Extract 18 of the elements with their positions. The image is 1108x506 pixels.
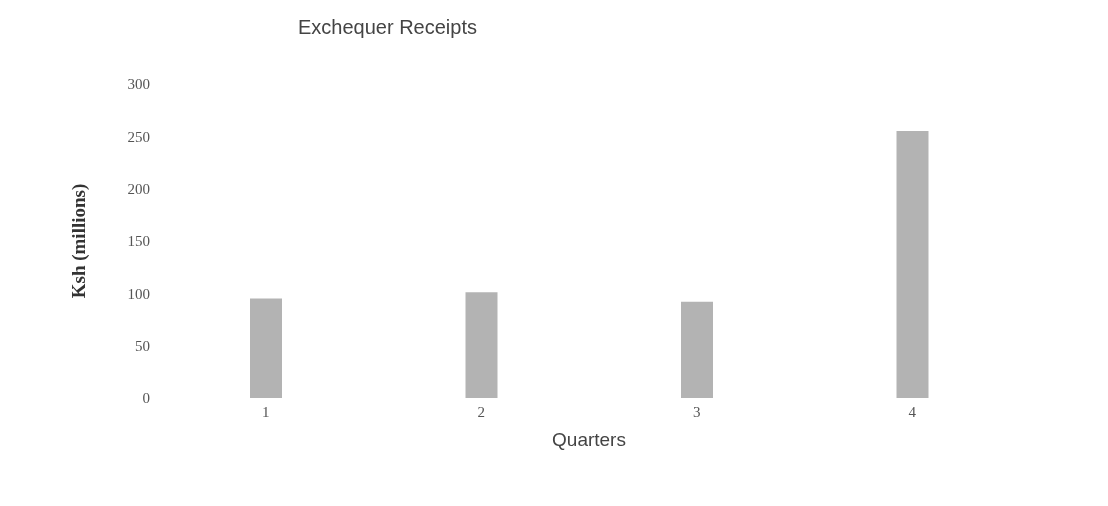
y-axis-title: Ksh (millions) [67, 183, 90, 299]
bar [681, 301, 713, 398]
x-axis-title: Quarters [552, 429, 626, 450]
bar [896, 131, 929, 398]
y-tick-label: 300 [127, 76, 150, 93]
y-tick-label: 200 [127, 180, 150, 197]
y-tick-label: 100 [127, 285, 150, 302]
x-tick-label: 3 [693, 403, 701, 420]
bar [465, 292, 498, 398]
y-tick-label: 150 [127, 233, 150, 250]
bar [250, 298, 282, 398]
x-tick-label: 4 [908, 403, 917, 420]
y-tick-label: 50 [135, 337, 150, 354]
chart-title: Exchequer Receipts [298, 16, 477, 39]
y-tick-label: 250 [127, 128, 150, 145]
y-tick-label: 0 [142, 390, 150, 407]
x-tick-label: 1 [262, 403, 270, 420]
x-tick-label: 2 [477, 403, 485, 420]
